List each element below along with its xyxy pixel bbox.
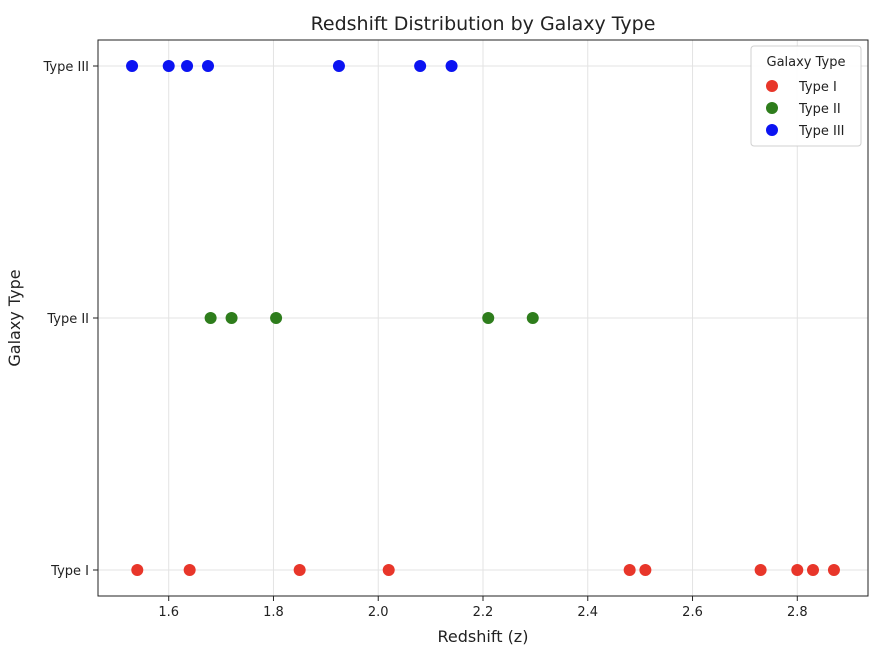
y-tick-label: Type II [46, 312, 89, 327]
data-point [827, 564, 840, 576]
data-point [445, 60, 458, 72]
x-axis-label: Redshift (z) [438, 627, 529, 646]
data-point [414, 60, 427, 72]
legend-marker [766, 124, 778, 136]
data-point [293, 564, 306, 576]
data-point [482, 312, 495, 324]
data-point [382, 564, 395, 576]
x-tick-label: 2.0 [368, 605, 389, 620]
x-tick-label: 1.6 [158, 605, 179, 620]
data-point [639, 564, 652, 576]
legend-marker [766, 80, 778, 92]
data-point [623, 564, 636, 576]
x-tick-label: 2.2 [473, 605, 494, 620]
data-point [225, 312, 238, 324]
data-point [183, 564, 196, 576]
chart-title: Redshift Distribution by Galaxy Type [311, 13, 656, 35]
data-points [126, 60, 840, 576]
data-point [270, 312, 283, 324]
y-tick-label: Type I [50, 564, 89, 579]
legend-entry-label: Type I [798, 80, 837, 95]
x-axis-ticks: 1.6 1.8 2.0 2.2 2.4 2.6 2.8 [158, 596, 808, 620]
data-point [204, 312, 217, 324]
data-point [162, 60, 175, 72]
y-axis-label: Galaxy Type [5, 269, 24, 366]
data-point [807, 564, 819, 576]
data-point [332, 60, 345, 72]
legend-entry-label: Type II [798, 102, 841, 117]
x-tick-label: 2.4 [577, 605, 598, 620]
legend-entry-label: Type III [798, 124, 845, 139]
data-point [126, 60, 139, 72]
data-point [131, 564, 144, 576]
legend: Galaxy Type Type I Type II Type III [750, 45, 862, 147]
x-tick-label: 2.8 [787, 605, 808, 620]
y-axis-ticks: Type I Type II Type III [43, 60, 98, 579]
x-tick-label: 2.6 [682, 605, 703, 620]
legend-title: Galaxy Type [767, 55, 846, 70]
data-point [181, 60, 194, 72]
y-tick-label: Type III [43, 60, 90, 75]
data-point [791, 564, 804, 576]
data-point [526, 312, 539, 324]
data-point [754, 564, 767, 576]
data-point [202, 60, 214, 72]
legend-marker [766, 102, 778, 114]
legend-box [750, 45, 862, 147]
x-tick-label: 1.8 [263, 605, 284, 620]
